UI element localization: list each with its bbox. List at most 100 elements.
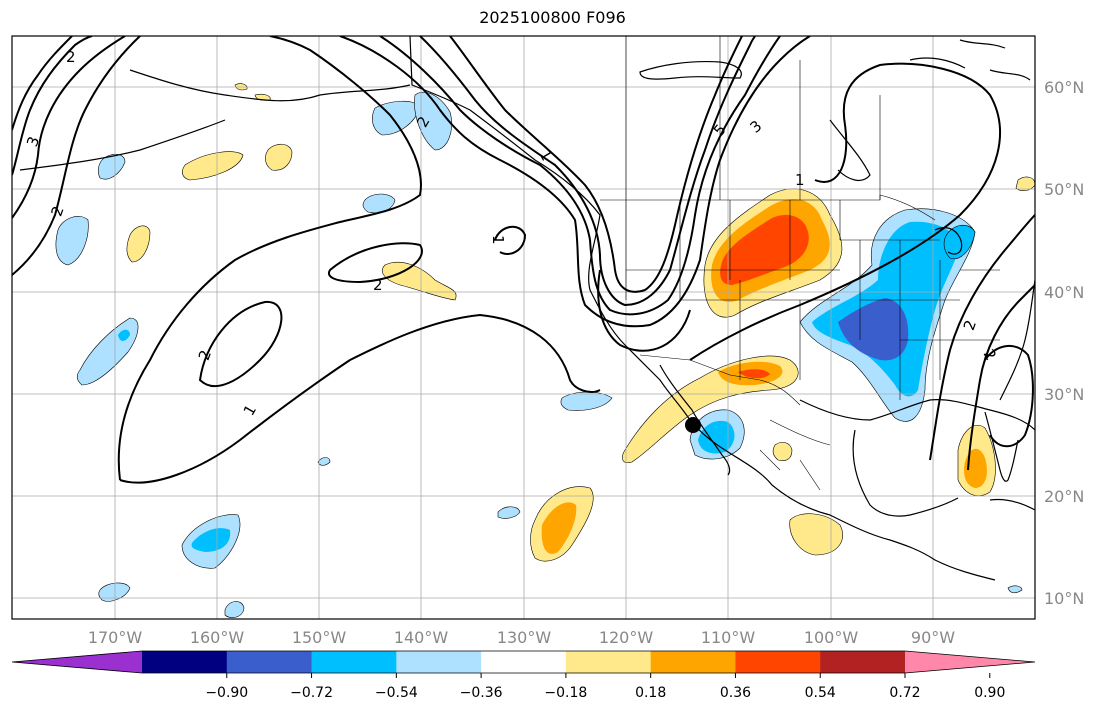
colorbar-tick-label: −0.90 [205,685,248,701]
colorbar-segment [396,651,482,673]
gulf-coast [799,399,1035,431]
colorbar-extension-max [905,651,1035,673]
contour-1-pacific [117,36,422,481]
colorbar-segment [650,651,736,673]
contour-label: 1 [795,171,805,189]
lat-label: 20°N [1044,487,1084,506]
contour-label: 1 [489,235,507,245]
contour-1-east [929,214,1035,461]
mexico-gulf-coast [852,429,959,517]
cool-anomaly-small-4 [414,92,452,151]
cool-anomaly-small-11 [317,457,331,466]
arctic-coast [639,61,742,80]
warm-anomaly-subtropical-pacific-core [541,502,577,554]
colorbar-segment [820,651,906,673]
lon-label: 160°W [190,628,245,647]
latitude-labels: 10°N 20°N 30°N 40°N 50°N 60°N [1044,78,1084,608]
contour-1-outer [119,313,601,484]
cool-anomaly-baja-core [698,420,735,454]
warm-anomaly-central-america [789,513,844,556]
colorbar-tick-label: −0.18 [544,685,587,701]
colorbar-segment [735,651,821,673]
cool-anomaly-small-10 [497,506,521,519]
contour-2-east-ring [984,345,1034,448]
contour-trough-4 [449,36,743,293]
cool-anomaly-small-7 [97,153,126,180]
lon-label: 140°W [394,628,449,647]
lon-label: 90°W [911,628,955,647]
colorbar-segment [226,651,313,673]
height-contours [12,36,1035,484]
contour-2-ring [198,300,283,387]
cool-anomaly-small-13 [943,224,976,260]
cool-anomaly-hawaii-core [191,528,231,552]
lat-label: 60°N [1044,78,1084,97]
colorbar: −0.90 −0.72 −0.54 −0.36 −0.18 0.18 0.36 0.54 0.7… [11,650,1036,701]
cool-anomaly-small-9 [224,601,245,618]
colorbar-segment [142,651,228,673]
north-america-west-coast [409,36,996,581]
contour-trough-3 [419,36,756,307]
contour-northwest-2 [12,36,126,219]
lon-label: 150°W [292,628,347,647]
longitude-labels: 170°W 160°W 150°W 140°W 130°W 120°W 110°… [88,628,955,647]
colorbar-tick-label: −0.54 [375,685,418,701]
colorbar-tick-label: −0.72 [290,685,333,701]
east-coast [999,279,1035,401]
contour-northwest-4 [12,36,73,131]
colorbar-segment [565,651,652,673]
colorbar-tick-label: 0.72 [889,685,920,701]
cool-anomaly-small-12 [1007,585,1023,594]
us-mexico-border [639,354,801,406]
colorbar-tick-label: −0.36 [460,685,503,701]
contour-trough-5 [597,269,691,352]
warm-anomaly-small-3 [126,225,151,263]
contour-label: 2 [373,276,383,294]
cool-anomaly-central-us-core [838,298,909,361]
warm-anomaly-southwest-peak [738,369,770,379]
political-borders [600,36,1000,491]
cool-anomaly-small-2 [55,216,89,266]
warm-anomaly-west-us-peak [720,214,809,285]
lat-label: 40°N [1044,283,1084,302]
lon-label: 170°W [88,628,143,647]
lon-label: 110°W [701,628,756,647]
cuba [989,498,1035,511]
contour-northwest-1 [12,36,141,276]
hudson-bay [829,119,871,182]
lon-label: 130°W [497,628,552,647]
lat-label: 30°N [1044,385,1084,404]
contour-trough-2 [379,36,781,316]
colorbar-tick-label: 0.90 [974,685,1005,701]
lon-label: 100°W [804,628,859,647]
colorbar-tick-label: 0.18 [635,685,666,701]
map-frame [11,35,1036,620]
warm-anomaly-small-5 [772,441,793,461]
map-title: 2025100800 F096 [479,8,626,27]
contour-2-mid [327,242,423,284]
canadian-islands [909,39,1031,81]
contour-trough-1 [339,36,811,328]
anomaly-fills [55,83,1035,618]
mexico-states [759,419,831,491]
contour-label: 2 [66,48,76,66]
lat-label: 50°N [1044,180,1084,199]
colorbar-segment [311,651,397,673]
contour-ridge [689,62,1001,361]
colorbar-extension-min [12,651,142,673]
colorbar-tick-label: 0.36 [720,685,751,701]
contour-2-east [967,284,1035,471]
aleutians [19,119,226,171]
contour-northwest-3 [12,36,93,176]
colorbar-tick-label: 0.54 [805,685,836,701]
contour-1-small [494,225,527,255]
cool-anomaly-small-8 [98,582,131,602]
canada-provinces [625,36,881,200]
location-marker [685,417,701,433]
lat-label: 10°N [1044,589,1084,608]
colorbar-outline [11,650,1036,674]
cool-anomaly-small-1-core [118,329,130,342]
lon-label: 120°W [599,628,654,647]
warm-anomaly-small-2 [265,143,293,171]
